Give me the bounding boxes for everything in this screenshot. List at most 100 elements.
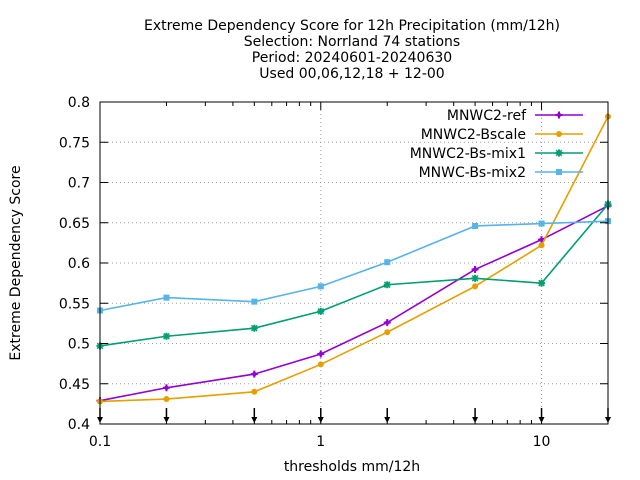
y-tick-label: 0.7	[68, 176, 90, 192]
marker-dot	[164, 385, 169, 390]
data-point	[556, 169, 562, 175]
arrow-head	[384, 417, 391, 423]
threshold-arrow	[605, 408, 611, 423]
marker-dot	[538, 242, 545, 249]
marker-dot	[252, 371, 257, 377]
y-axis-label: Extreme Dependency Score	[8, 165, 24, 360]
marker-stroke	[317, 307, 325, 315]
series-line	[99, 220, 609, 312]
marker-box	[538, 220, 545, 227]
data-point	[163, 294, 170, 301]
data-point	[538, 236, 546, 244]
data-point	[317, 350, 325, 358]
data-point	[471, 265, 479, 273]
title-line: Extreme Dependency Score for 12h Precipi…	[144, 18, 560, 34]
threshold-arrow	[317, 408, 324, 423]
y-tick-label: 0.45	[59, 377, 90, 393]
marker-box	[384, 259, 391, 266]
threshold-arrow	[472, 408, 479, 423]
data-point	[556, 131, 562, 137]
marker-stroke	[250, 324, 258, 332]
y-tick-label: 0.55	[59, 296, 90, 312]
grid-lines	[100, 102, 608, 424]
y-tick-label: 0.65	[59, 216, 90, 232]
marker-stroke	[555, 149, 563, 157]
data-point	[472, 222, 479, 229]
arrow-head	[163, 417, 170, 423]
marker-box	[556, 169, 562, 175]
marker-dot	[385, 320, 390, 325]
threshold-arrow	[97, 408, 103, 423]
threshold-arrow	[251, 408, 258, 423]
data-point	[471, 274, 479, 282]
legend-label: MNWC2-ref	[447, 108, 527, 124]
threshold-arrow	[163, 408, 170, 423]
series-line	[99, 203, 609, 347]
x-tick-label: 1	[316, 434, 325, 450]
marker-dot	[317, 361, 324, 368]
arrow-head	[538, 417, 545, 423]
x-axis-label: thresholds mm/12h	[284, 459, 420, 475]
arrow-head	[605, 417, 611, 423]
arrow-head	[97, 417, 103, 423]
data-point	[383, 281, 391, 289]
title-line: Selection: Norrland 74 stations	[244, 34, 460, 50]
data-point	[383, 319, 391, 327]
data-point	[384, 259, 391, 266]
x-tick-label: 0.1	[89, 434, 111, 450]
marker-dot	[163, 396, 170, 403]
title-line: Used 00,06,12,18 + 12-00	[259, 66, 444, 82]
marker-stroke	[163, 332, 170, 340]
legend-label: MNWC2-Bscale	[421, 127, 526, 143]
data-point	[317, 361, 324, 368]
data-point	[162, 384, 170, 392]
marker-box	[472, 222, 479, 229]
data-point	[250, 370, 258, 378]
arrow-head	[317, 417, 324, 423]
y-tick-label: 0.4	[68, 417, 90, 433]
chart-title: Extreme Dependency Score for 12h Precipi…	[144, 18, 560, 82]
title-line: Period: 20240601-20240630	[252, 50, 452, 66]
marker-dot	[384, 329, 391, 336]
data-point	[317, 283, 324, 290]
marker-dot	[556, 112, 562, 118]
data-point	[538, 242, 545, 249]
data-point	[251, 298, 258, 305]
data-point	[317, 307, 325, 315]
threshold-arrow	[384, 408, 391, 423]
series-line	[99, 116, 609, 403]
marker-dot	[318, 351, 323, 357]
marker-dot	[539, 237, 544, 242]
marker-box	[317, 283, 324, 290]
x-tick-label: 10	[533, 434, 551, 450]
legend-label: MNWC2-Bs-mix1	[410, 146, 526, 162]
data-point	[162, 332, 170, 340]
marker-dot	[556, 131, 562, 137]
series-lines	[96, 113, 612, 405]
series-line	[99, 205, 609, 402]
data-point	[538, 279, 546, 287]
y-tick-label: 0.8	[68, 95, 90, 111]
marker-dot	[472, 283, 479, 290]
arrow-head	[472, 417, 479, 423]
threshold-arrow	[538, 408, 545, 423]
arrow-head	[251, 417, 258, 423]
marker-stroke	[471, 274, 479, 282]
data-point	[384, 329, 391, 336]
data-point	[250, 324, 258, 332]
marker-stroke	[383, 281, 391, 289]
legend: MNWC2-ref MNWC2-Bscale MNWC2-Bs-mix1 MNWC-B…	[410, 108, 583, 181]
data-point	[555, 111, 563, 119]
data-point	[555, 149, 563, 157]
marker-dot	[251, 388, 258, 395]
data-point	[472, 283, 479, 290]
y-tick-label: 0.5	[68, 337, 90, 353]
marker-box	[251, 298, 258, 305]
data-point	[163, 396, 170, 403]
marker-box	[163, 294, 170, 301]
data-point	[538, 220, 545, 227]
data-point	[251, 388, 258, 395]
marker-stroke	[538, 279, 545, 287]
legend-label: MNWC-Bs-mix2	[419, 165, 526, 181]
